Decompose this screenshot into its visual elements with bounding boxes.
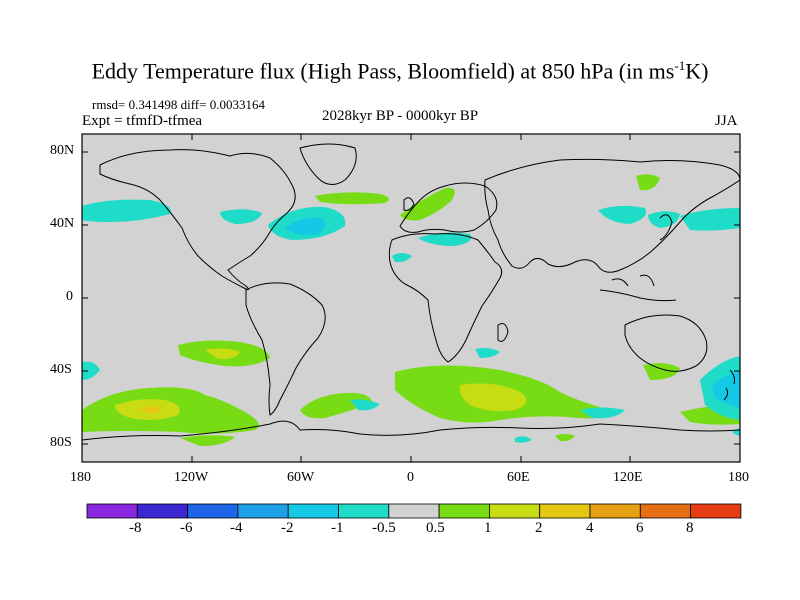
anomaly-patch xyxy=(580,407,625,419)
anomaly-patch xyxy=(82,361,100,380)
anomaly-patch xyxy=(82,199,171,222)
colorbar-label: 8 xyxy=(686,520,694,536)
lon-label: 180 xyxy=(70,470,91,485)
colorbar-swatch xyxy=(237,503,289,519)
colorbar-swatch xyxy=(488,503,541,519)
period-label: 2028kyr BP - 0000kyr BP xyxy=(322,108,479,124)
coastline-japan xyxy=(659,214,673,241)
anomaly-patch xyxy=(459,383,527,412)
coastline-australia xyxy=(624,314,708,372)
coastline-europe xyxy=(399,182,498,233)
colorbar-label: -8 xyxy=(129,520,142,536)
coastline-madagascar xyxy=(497,323,509,342)
colorbar-swatch xyxy=(136,503,189,519)
anomaly-fields xyxy=(82,174,740,446)
coastline-south-america xyxy=(245,282,326,416)
lat-label: 40S xyxy=(50,362,72,377)
lat-label: 40N xyxy=(50,216,75,231)
anomaly-patch xyxy=(180,435,235,446)
lat-label: 0 xyxy=(66,289,73,304)
coastline-greenland xyxy=(299,143,357,185)
colorbar-label: 1 xyxy=(484,520,492,536)
coastline-antarctica xyxy=(82,420,740,441)
anomaly-patch xyxy=(285,217,325,236)
colorbar-label: 2 xyxy=(535,520,543,536)
colorbar-swatch xyxy=(690,503,742,519)
colorbar-swatch xyxy=(338,503,390,519)
colorbar-label: -6 xyxy=(180,520,193,536)
colorbar-label: 4 xyxy=(586,520,594,536)
axis-ticks xyxy=(81,134,741,462)
anomaly-patch xyxy=(712,372,740,408)
lat-label: 80S xyxy=(50,435,72,450)
lon-label: 120W xyxy=(174,470,209,485)
anomaly-patch xyxy=(643,363,680,380)
colorbar-swatch xyxy=(589,503,641,519)
anomaly-patch xyxy=(515,436,532,443)
coastline-new-zealand xyxy=(723,369,735,401)
anomaly-patch xyxy=(300,392,372,419)
stats-label: rmsd= 0.341498 diff= 0.0033164 xyxy=(92,97,265,112)
lon-label: 180 xyxy=(728,470,749,485)
anomaly-patch xyxy=(648,211,680,228)
anomaly-patch xyxy=(598,205,646,224)
colorbar-swatch xyxy=(187,503,239,519)
coastline-britain xyxy=(403,197,415,211)
coastline-north-america xyxy=(99,149,296,291)
colorbar-label: -2 xyxy=(281,520,294,536)
anomaly-patch xyxy=(315,192,389,205)
anomaly-patch xyxy=(475,348,500,358)
colorbar-swatch xyxy=(86,503,138,519)
colorbar-swatch xyxy=(539,503,591,519)
colorbar-swatch xyxy=(438,503,490,519)
anomaly-patch xyxy=(400,187,455,221)
lon-label: 60E xyxy=(507,470,530,485)
lon-label: 60W xyxy=(287,470,315,485)
colorbar-label: -0.5 xyxy=(372,520,396,536)
anomaly-patch xyxy=(220,209,262,224)
colorbar-swatch xyxy=(287,503,339,519)
coastlines xyxy=(82,143,740,441)
season-label: JJA xyxy=(715,113,738,129)
coastline-indonesia xyxy=(599,274,677,302)
colorbar-label: 0.5 xyxy=(426,520,445,536)
anomaly-patch xyxy=(350,399,380,411)
anomaly-patch xyxy=(205,348,240,360)
anomaly-patch xyxy=(636,174,660,191)
colorbar-label: -1 xyxy=(331,520,344,536)
colorbar-label: 6 xyxy=(636,520,644,536)
lon-label: 120E xyxy=(613,470,643,485)
colorbar-label: -4 xyxy=(230,520,243,536)
anomaly-patch xyxy=(140,406,162,414)
anomaly-patch xyxy=(392,253,412,263)
colorbar-swatch xyxy=(388,503,440,519)
anomaly-patch xyxy=(680,208,740,231)
lon-label: 0 xyxy=(407,470,414,485)
coastline-africa xyxy=(388,233,503,363)
lat-label: 80N xyxy=(50,143,75,158)
anomaly-patch xyxy=(555,434,575,442)
colorbar xyxy=(86,503,742,519)
anomaly-patch xyxy=(418,232,472,246)
colorbar-swatch xyxy=(639,503,691,519)
chart-title: Eddy Temperature flux (High Pass, Bloomf… xyxy=(91,58,709,84)
coastline-asia xyxy=(484,158,740,273)
experiment-label: Expt = tfmfD-tfmea xyxy=(82,113,203,129)
